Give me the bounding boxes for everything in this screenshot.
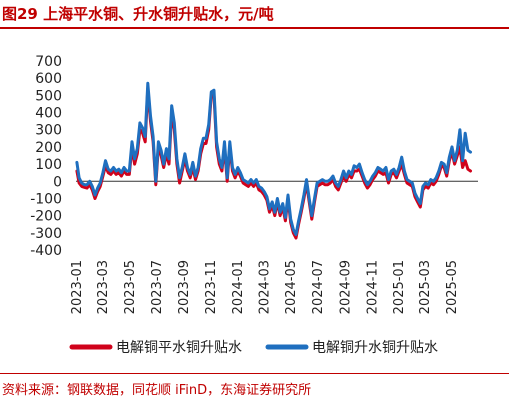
x-tick-label: 2023-07 [150,260,165,314]
y-tick-label: 300 [35,123,62,139]
x-tick-label: 2024-05 [284,260,299,314]
x-tick-label: 2025-03 [418,260,433,314]
y-tick-label: -200 [30,209,62,225]
y-tick-label: 500 [35,88,62,104]
y-tick-label: -400 [30,243,62,259]
series-line [75,87,472,240]
y-tick-label: 700 [35,54,62,70]
y-tick-label: -300 [30,226,62,242]
x-tick-label: 2023-09 [177,260,192,314]
y-tick-label: 400 [35,106,62,122]
x-axis: 2023-01 2023-03 2023-05 2023-07 2023-09 2023-… [70,180,478,314]
x-tick-label: 2025-05 [445,260,460,314]
x-tick-label: 2024-11 [365,260,380,314]
x-tick-label: 2023-03 [96,260,111,314]
title-divider [0,27,509,29]
legend: 电解铜平水铜升贴水 电解铜升水铜升贴水 [69,340,438,356]
x-tick-label: 2023-01 [70,260,85,314]
x-tick-label: 2023-11 [204,260,219,314]
x-tick-label: 2024-09 [338,260,353,314]
chart-title: 图29 上海平水铜、升水铜升贴水，元/吨 [2,5,274,23]
y-tick-label: 0 [53,174,62,190]
x-tick-label: 2024-03 [257,260,272,314]
x-tick-label: 2024-07 [311,260,326,314]
legend-label: 电解铜升水铜升贴水 [312,340,438,356]
x-tick-label: 2024-01 [231,260,246,314]
y-tick-label: 100 [35,157,62,173]
x-tick-label: 2023-05 [123,260,138,314]
source-divider [0,373,509,374]
legend-label: 电解铜平水铜升贴水 [116,340,242,356]
series-line [75,81,472,236]
series-lines [75,81,472,240]
y-tick-label: -100 [30,191,62,207]
y-tick-label: 200 [35,140,62,156]
x-tick-label: 2025-01 [392,260,407,314]
source-note: 资料来源：钢联数据，同花顺 iFinD，东海证券研究所 [2,383,312,398]
y-tick-label: 600 [35,71,62,87]
